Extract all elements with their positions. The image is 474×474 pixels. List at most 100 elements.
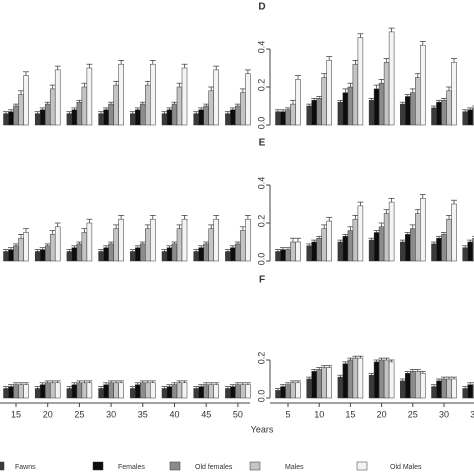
y-tick-label: 0.4 [256, 177, 266, 190]
y-tick-label: 0.0 [256, 390, 266, 403]
bar [285, 109, 291, 126]
bar [213, 384, 219, 399]
x-tick-label: 30 [439, 409, 449, 419]
bar [18, 384, 24, 399]
bar [441, 234, 447, 262]
bar [290, 382, 296, 399]
bar [436, 101, 442, 126]
legend-label: Females [118, 464, 145, 471]
bar [420, 373, 426, 399]
bar [66, 388, 73, 399]
bar [145, 84, 151, 126]
bar [23, 232, 29, 262]
bar [208, 384, 214, 399]
bar [415, 371, 421, 399]
bar [295, 241, 301, 262]
bar [18, 237, 24, 262]
bar [176, 382, 183, 399]
bar [3, 113, 9, 126]
bar [472, 107, 474, 126]
bar [145, 228, 151, 262]
bar [103, 109, 109, 126]
bar [140, 103, 146, 126]
bar [8, 386, 14, 399]
bar [103, 247, 109, 262]
bar [472, 384, 474, 399]
x-tick-label: 50 [233, 409, 243, 419]
bar [235, 384, 241, 399]
bar [337, 241, 344, 262]
bar [113, 84, 119, 126]
bar [285, 249, 291, 262]
bar [113, 382, 119, 399]
bar [275, 111, 281, 126]
bar [368, 374, 375, 399]
bar [39, 109, 46, 126]
x-tick-label: 20 [43, 409, 53, 419]
bar [81, 232, 88, 262]
bar [230, 247, 236, 262]
bar [118, 382, 124, 399]
bar [166, 109, 173, 126]
bar [446, 218, 452, 262]
bar [176, 86, 183, 126]
bar [431, 386, 437, 399]
bar [342, 92, 349, 126]
bar [400, 380, 406, 399]
bar [462, 247, 468, 262]
bar [198, 386, 204, 399]
bar [23, 75, 29, 126]
bar [368, 239, 375, 262]
y-tick-label: 0.2 [256, 215, 266, 228]
bar [176, 228, 183, 262]
bar [295, 79, 301, 126]
bar [135, 247, 141, 262]
bar [306, 105, 312, 126]
bar [405, 234, 411, 262]
bar [3, 388, 9, 399]
bar [49, 88, 56, 126]
bar [316, 369, 322, 399]
bar [342, 236, 349, 262]
bar [388, 361, 395, 399]
bar [347, 230, 354, 262]
bar [245, 73, 251, 126]
bar [213, 218, 219, 262]
bar [130, 251, 136, 262]
bar [135, 109, 141, 126]
bar [113, 228, 119, 262]
bar [467, 109, 473, 126]
bar [388, 31, 395, 126]
bar [198, 247, 204, 262]
bar [431, 107, 437, 126]
bar [357, 205, 364, 262]
bar [451, 203, 457, 262]
bar [193, 113, 199, 126]
bar [410, 228, 416, 262]
bar [213, 69, 219, 126]
bar [208, 228, 214, 262]
bar [240, 92, 246, 126]
panel-label: F [259, 275, 265, 286]
bar [280, 249, 286, 262]
bar [198, 109, 204, 126]
bar [54, 382, 61, 399]
bar [86, 382, 93, 399]
x-tick-label: 10 [314, 409, 324, 419]
bar [203, 384, 209, 399]
bar [230, 386, 236, 399]
bar [280, 386, 286, 399]
bar [13, 105, 19, 126]
bar [400, 103, 406, 126]
bar [44, 245, 51, 262]
bar [415, 213, 421, 262]
bar [181, 218, 188, 262]
bar [3, 251, 9, 262]
bar [347, 86, 354, 126]
bar [171, 103, 178, 126]
bar [225, 251, 231, 262]
bar [13, 245, 19, 262]
bar [373, 88, 380, 126]
bar [130, 388, 136, 399]
bar [208, 90, 214, 126]
